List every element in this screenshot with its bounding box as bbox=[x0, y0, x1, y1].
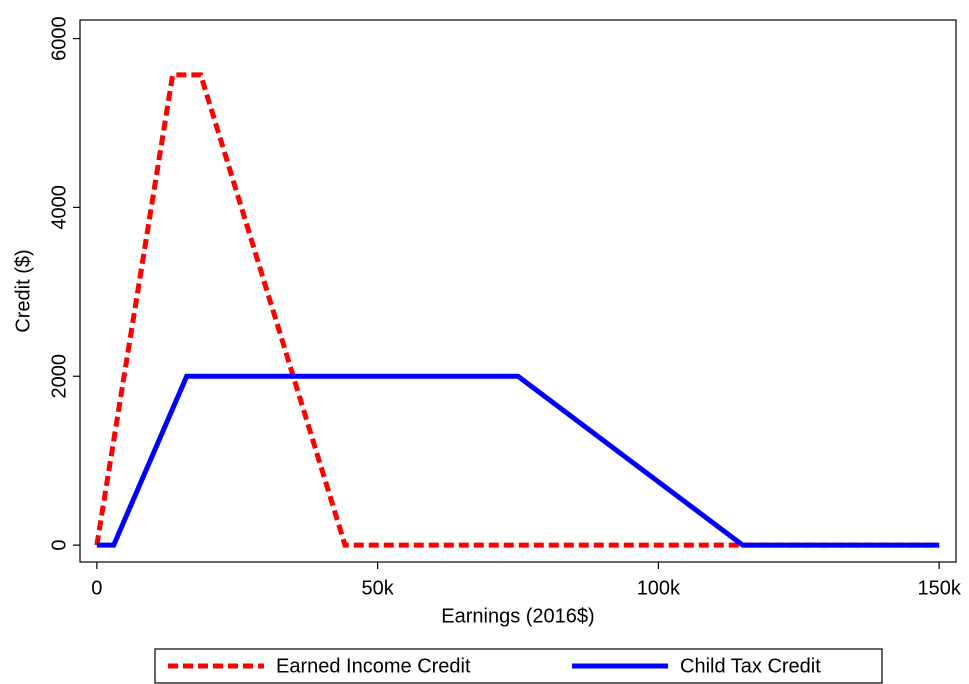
series-line bbox=[94, 72, 940, 548]
y-axis-label: Credit ($) bbox=[12, 249, 34, 332]
legend-box bbox=[154, 648, 883, 684]
x-tick-label: 0 bbox=[91, 577, 102, 599]
legend-label: Earned Income Credit bbox=[276, 655, 471, 677]
x-tick-label: 50k bbox=[361, 577, 394, 599]
plot-frame bbox=[79, 19, 957, 563]
series-line bbox=[96, 373, 940, 548]
y-tick-label: 6000 bbox=[48, 16, 70, 61]
y-tick-label: 2000 bbox=[48, 354, 70, 399]
x-axis-label: Earnings (2016$) bbox=[441, 605, 594, 627]
legend-label: Child Tax Credit bbox=[680, 655, 821, 677]
y-tick-label: 0 bbox=[48, 540, 70, 551]
y-tick-label: 4000 bbox=[48, 185, 70, 230]
x-tick-label: 150k bbox=[917, 577, 961, 599]
x-tick-label: 100k bbox=[637, 577, 681, 599]
